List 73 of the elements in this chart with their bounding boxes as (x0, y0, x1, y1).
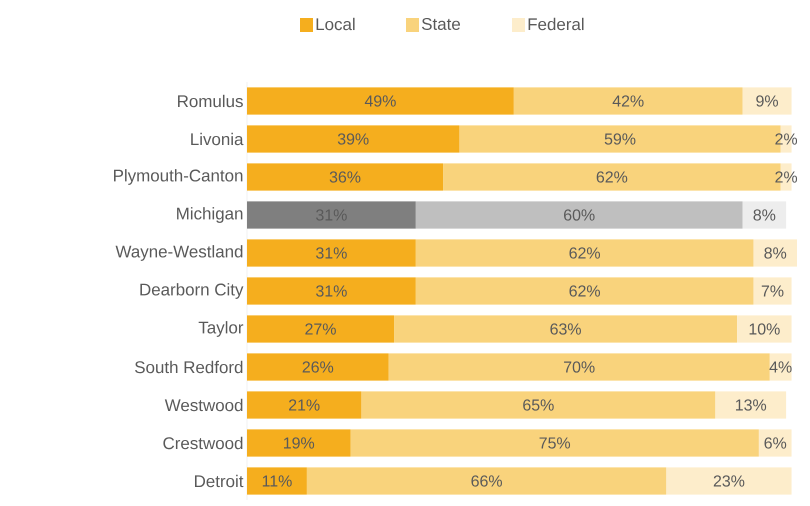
y-tick-label: Westwood (164, 398, 242, 412)
data-label: 65% (523, 399, 554, 411)
data-label: 11% (262, 475, 292, 487)
data-label: 60% (564, 209, 595, 221)
bar (742, 201, 786, 229)
data-label: 6% (764, 437, 786, 449)
data-label: 70% (564, 361, 595, 373)
bar (416, 239, 754, 267)
data-label: 66% (471, 475, 502, 487)
data-label: 75% (540, 437, 570, 449)
data-label: 59% (604, 133, 636, 145)
legend-label: State (422, 18, 460, 30)
y-tick-label: Livonia (191, 132, 244, 146)
bar (247, 87, 514, 115)
data-label: 23% (714, 475, 744, 487)
bar (715, 391, 786, 419)
bar (247, 467, 307, 495)
y-tick-label: Taylor (198, 321, 244, 337)
bar (737, 315, 792, 343)
data-label: 13% (736, 399, 766, 411)
bar (361, 391, 716, 419)
data-label: 7% (762, 285, 784, 297)
y-tick-label: Detroit (194, 474, 244, 488)
data-label: 62% (596, 171, 628, 183)
data-label: 31% (316, 285, 347, 297)
data-label: 49% (364, 95, 396, 107)
data-label: 8% (754, 209, 776, 221)
bar (306, 467, 666, 495)
bar (742, 87, 792, 115)
data-label: 26% (302, 361, 334, 373)
bar (247, 277, 416, 305)
bar (247, 201, 416, 229)
data-label: 42% (612, 95, 644, 107)
y-tick-label: Plymouth-Canton (114, 169, 242, 185)
bar (247, 163, 444, 191)
data-label: 62% (569, 247, 600, 259)
data-label: 63% (550, 323, 581, 335)
data-label: 21% (289, 399, 320, 411)
y-tick-label: Crestwood (163, 436, 242, 450)
bar (416, 201, 743, 229)
bar (247, 315, 394, 343)
y-tick-label: Wayne-Westland (116, 245, 242, 261)
data-label: 27% (305, 323, 336, 335)
legend-label: Federal (528, 18, 584, 30)
bar (350, 429, 759, 457)
data-label: 9% (756, 95, 778, 107)
bar (514, 87, 743, 115)
bar (247, 353, 389, 381)
data-label: 2% (775, 171, 798, 183)
data-label: 36% (330, 171, 360, 183)
bar (666, 467, 792, 495)
data-label: 19% (284, 437, 314, 449)
bar (753, 277, 792, 305)
data-label: 31% (316, 247, 347, 259)
y-tick-label: Romulus (178, 94, 243, 108)
bar (247, 125, 460, 153)
bar (416, 277, 754, 305)
bar (247, 391, 362, 419)
data-label: 4% (770, 361, 792, 373)
y-tick-label: South Redford (135, 360, 242, 374)
y-tick-label: Michigan (177, 207, 242, 223)
data-label: 10% (750, 323, 780, 335)
data-label: 8% (764, 247, 786, 259)
bar (753, 239, 798, 267)
bar (388, 353, 770, 381)
data-label: 39% (338, 133, 369, 145)
legend-label: Local (316, 18, 355, 30)
data-label: 2% (775, 133, 798, 145)
y-tick-label: Dearborn City (140, 283, 244, 299)
bar (247, 429, 350, 457)
bar (247, 239, 416, 267)
data-label: 62% (569, 285, 600, 297)
bar (394, 315, 738, 343)
